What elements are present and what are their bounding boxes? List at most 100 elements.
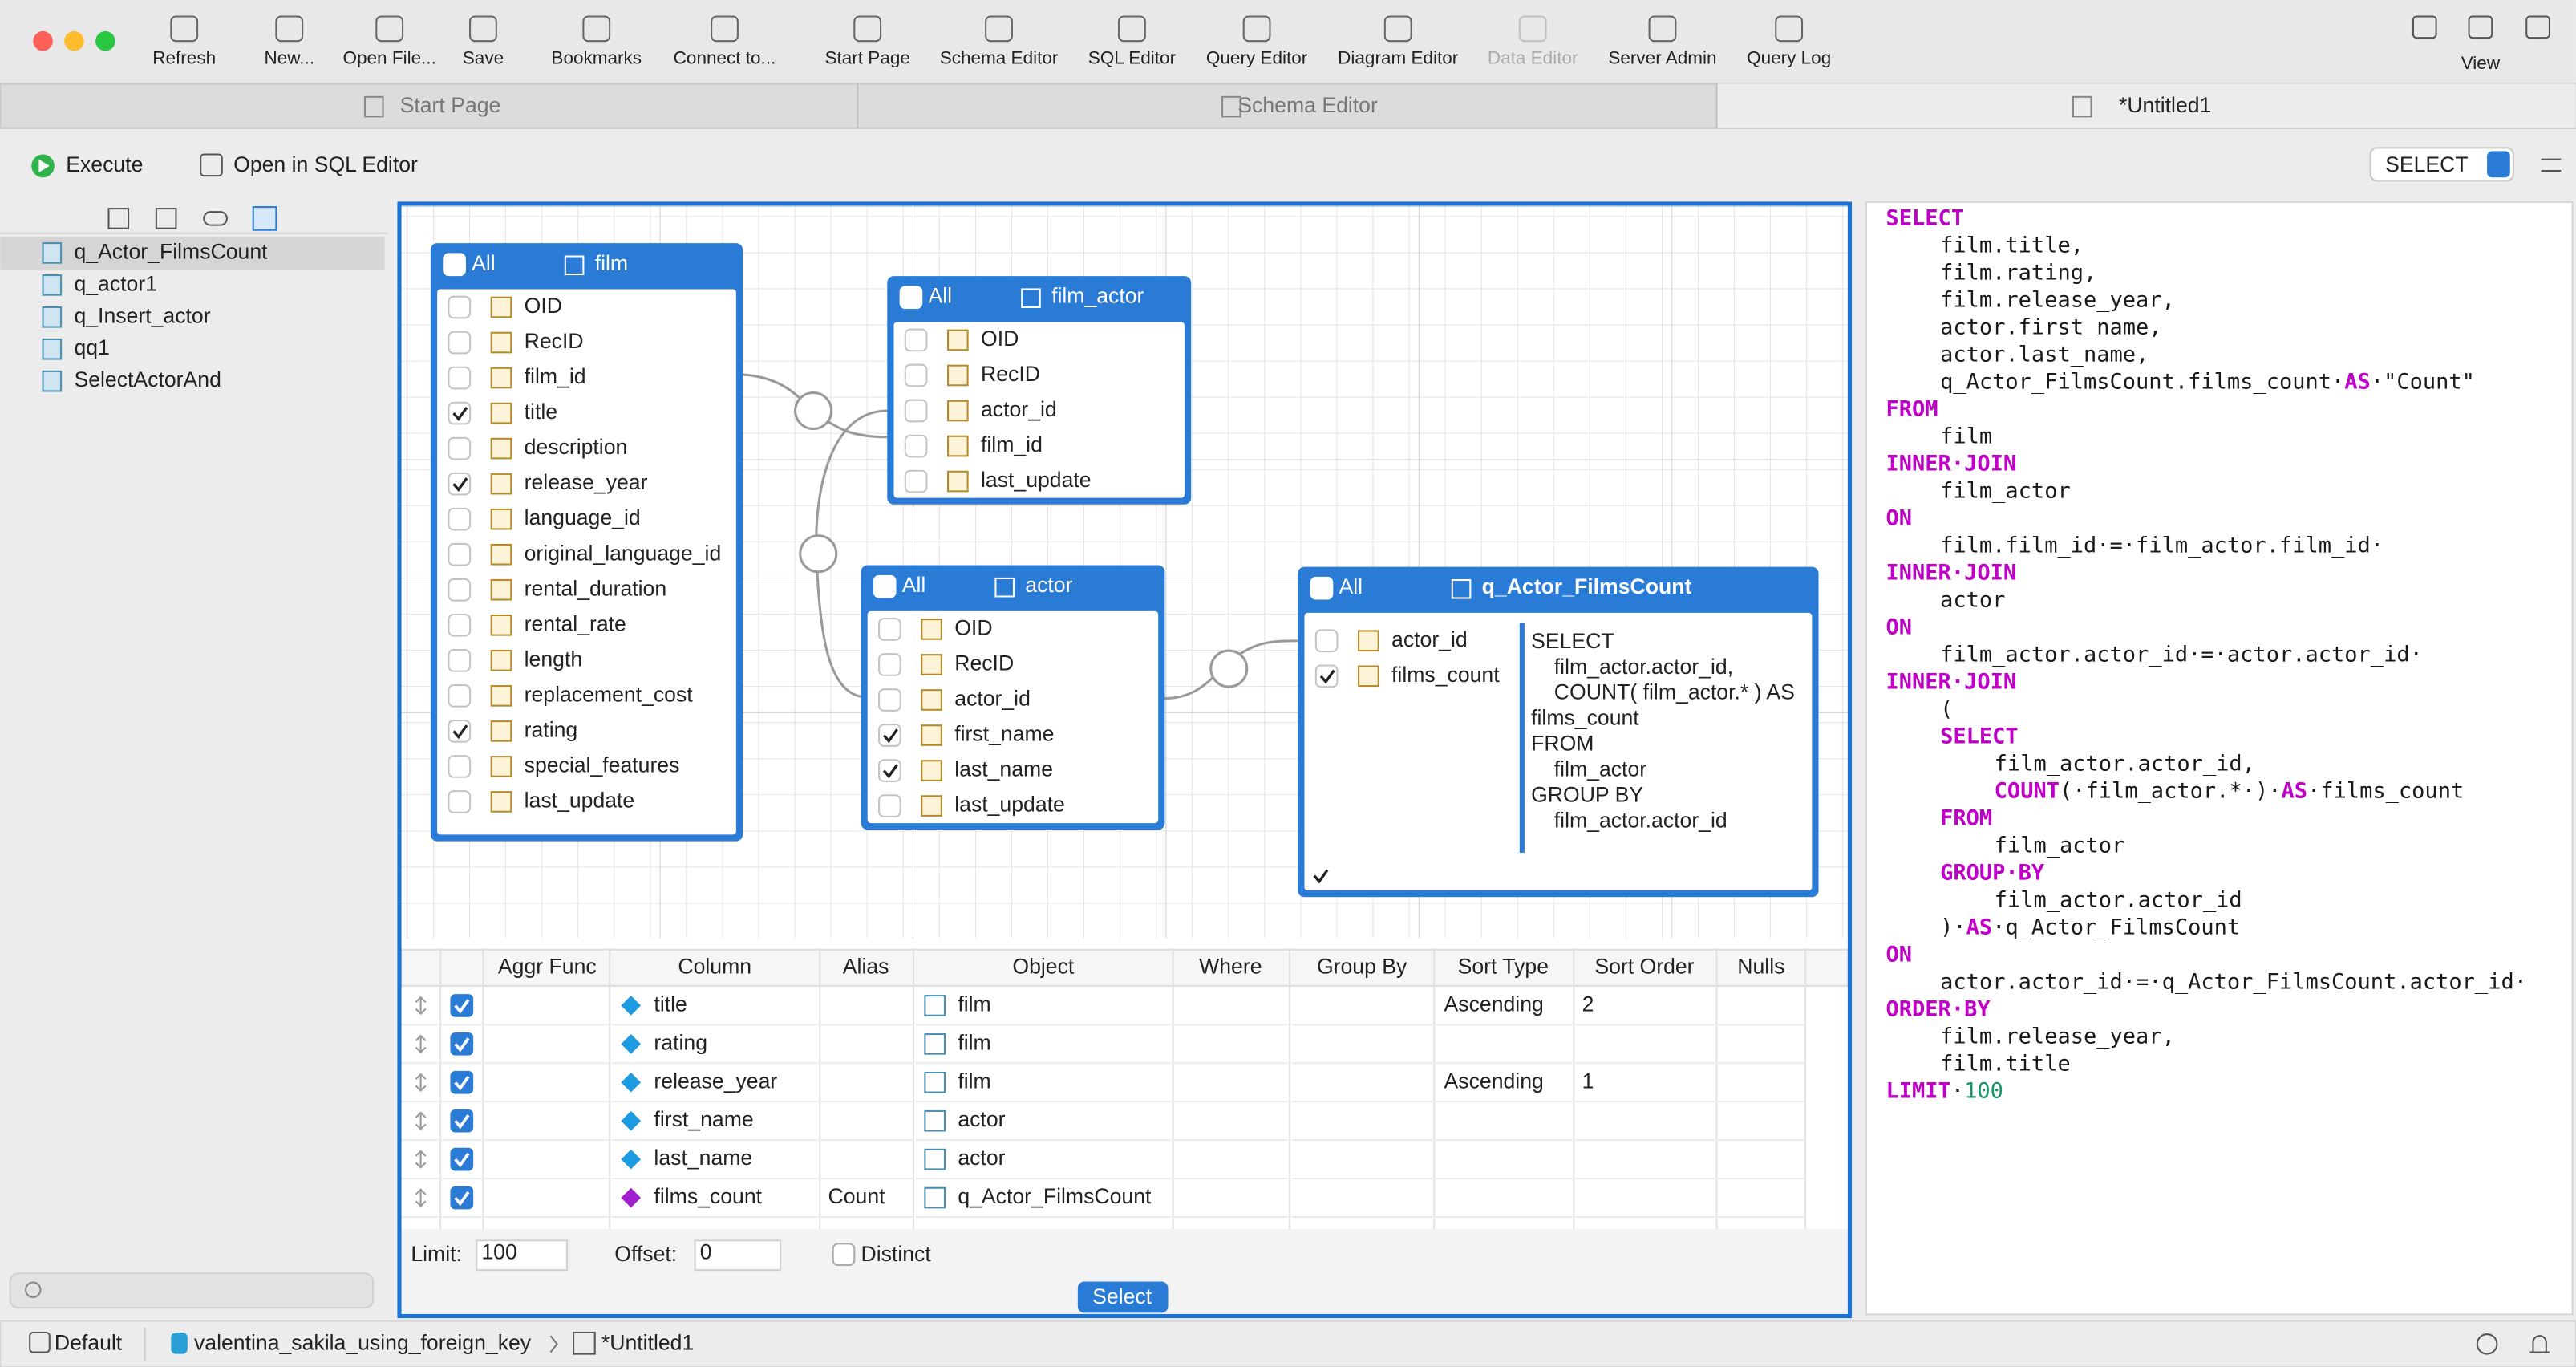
- checkbox[interactable]: [904, 399, 928, 423]
- toolbar-button[interactable]: New...: [264, 48, 314, 68]
- cloud-icon[interactable]: [2476, 1333, 2498, 1355]
- toolbar-button[interactable]: Diagram Editor: [1338, 48, 1459, 68]
- tab[interactable]: *Untitled1: [2119, 93, 2211, 117]
- view-icon[interactable]: [2412, 15, 2437, 39]
- checkbox[interactable]: [448, 401, 472, 425]
- checkbox[interactable]: [448, 684, 472, 708]
- checkbox[interactable]: [904, 363, 928, 387]
- sidebar-view-icon-active[interactable]: [252, 206, 277, 231]
- row-checkbox[interactable]: [450, 994, 474, 1017]
- checkbox[interactable]: [448, 436, 472, 460]
- checkbox[interactable]: [448, 578, 472, 602]
- row-checkbox[interactable]: [450, 1032, 474, 1056]
- checkbox[interactable]: [904, 469, 928, 493]
- relation-node[interactable]: [799, 534, 838, 574]
- sql-token: film.release_year,: [1940, 1024, 2175, 1049]
- zoom-button[interactable]: [95, 30, 115, 51]
- checkbox[interactable]: [878, 759, 901, 782]
- drag-handle[interactable]: [415, 1034, 427, 1054]
- checkbox[interactable]: [448, 613, 472, 637]
- relation-node[interactable]: [1209, 649, 1249, 688]
- toolbar-button[interactable]: SQL Editor: [1088, 48, 1177, 68]
- open-in-sql-editor-button[interactable]: Open in SQL Editor: [233, 152, 418, 176]
- toolbar-button[interactable]: Query Log: [1747, 48, 1831, 68]
- checkbox[interactable]: [448, 790, 472, 813]
- row-checkbox[interactable]: [450, 1070, 474, 1094]
- sidebar-item[interactable]: qq1: [74, 335, 109, 359]
- tab[interactable]: Schema Editor: [1237, 93, 1378, 117]
- offset-input[interactable]: [694, 1239, 782, 1272]
- checkbox[interactable]: [448, 472, 472, 496]
- row-checkbox[interactable]: [450, 1186, 474, 1210]
- settings-icon[interactable]: [2541, 158, 2562, 172]
- sidebar-search[interactable]: [9, 1272, 375, 1309]
- close-button[interactable]: [33, 30, 53, 51]
- row-checkbox[interactable]: [450, 1109, 474, 1133]
- checkbox[interactable]: [904, 434, 928, 458]
- field-icon: [490, 508, 512, 530]
- row-checkbox[interactable]: [450, 1147, 474, 1171]
- checkbox[interactable]: [1314, 629, 1339, 653]
- minimize-button[interactable]: [64, 30, 84, 51]
- sidebar-item[interactable]: SelectActorAnd: [74, 367, 221, 391]
- checkbox[interactable]: [448, 331, 472, 355]
- checkbox[interactable]: [878, 794, 901, 817]
- execute-button[interactable]: Execute: [66, 152, 143, 176]
- status-doc[interactable]: *Untitled1: [601, 1330, 694, 1354]
- field-name: RecID: [981, 362, 1040, 386]
- checkbox[interactable]: [878, 724, 901, 747]
- limit-input[interactable]: [476, 1239, 568, 1272]
- checkbox[interactable]: [878, 618, 901, 641]
- select-button[interactable]: [1077, 1281, 1169, 1313]
- checkbox[interactable]: [899, 286, 923, 310]
- field-name: actor_id: [1391, 627, 1468, 651]
- tab[interactable]: Start Page: [400, 93, 501, 117]
- view-icon[interactable]: [2468, 15, 2493, 39]
- toolbar-button[interactable]: Start Page: [824, 48, 909, 68]
- checkbox[interactable]: [448, 542, 472, 566]
- sidebar-item[interactable]: q_actor1: [74, 271, 157, 295]
- checkbox[interactable]: [1310, 576, 1334, 600]
- checkbox[interactable]: [878, 688, 901, 712]
- toolbar-button[interactable]: Refresh: [152, 48, 216, 68]
- checkbox[interactable]: [448, 295, 472, 319]
- checkbox[interactable]: [1308, 864, 1332, 887]
- toolbar-button[interactable]: Save: [463, 48, 504, 68]
- toolbar-button[interactable]: Query Editor: [1206, 48, 1308, 68]
- query-icon: [42, 242, 63, 264]
- bell-icon[interactable]: [2529, 1335, 2550, 1353]
- sidebar-view-icon[interactable]: [107, 208, 130, 229]
- drag-handle[interactable]: [415, 1188, 427, 1207]
- checkbox[interactable]: [448, 720, 472, 743]
- sql-token: film.title: [1940, 1051, 2071, 1076]
- drag-handle[interactable]: [415, 1073, 427, 1092]
- sidebar-view-icon[interactable]: [203, 211, 228, 226]
- checkbox[interactable]: [448, 366, 472, 390]
- sidebar-view-icon[interactable]: [155, 208, 177, 229]
- checkbox[interactable]: [1314, 664, 1339, 688]
- toolbar-button[interactable]: Server Admin: [1608, 48, 1716, 68]
- toolbar-button[interactable]: Bookmarks: [551, 48, 642, 68]
- drag-handle[interactable]: [415, 1111, 427, 1130]
- checkbox[interactable]: [448, 755, 472, 778]
- checkbox[interactable]: [443, 253, 466, 277]
- checkbox[interactable]: [448, 648, 472, 672]
- status-profile[interactable]: Default: [55, 1330, 123, 1354]
- field-icon: [490, 402, 512, 424]
- toolbar-button[interactable]: Connect to...: [674, 48, 776, 68]
- sidebar-item[interactable]: q_Insert_actor: [74, 303, 210, 327]
- drag-handle[interactable]: [415, 1150, 427, 1169]
- drag-handle[interactable]: [415, 996, 427, 1016]
- view-icon[interactable]: [2525, 15, 2550, 39]
- status-db[interactable]: valentina_sakila_using_foreign_key: [194, 1330, 532, 1354]
- checkbox[interactable]: [878, 653, 901, 676]
- toolbar-button[interactable]: Schema Editor: [940, 48, 1059, 68]
- checkbox[interactable]: [904, 328, 928, 352]
- checkbox[interactable]: [873, 574, 897, 598]
- toolbar-button[interactable]: Open File...: [343, 48, 436, 68]
- sidebar-item[interactable]: q_Actor_FilmsCount: [74, 239, 268, 263]
- checkbox[interactable]: [448, 507, 472, 531]
- relation-node[interactable]: [794, 391, 833, 431]
- mode-select[interactable]: [2369, 147, 2514, 182]
- distinct-checkbox[interactable]: [832, 1243, 856, 1267]
